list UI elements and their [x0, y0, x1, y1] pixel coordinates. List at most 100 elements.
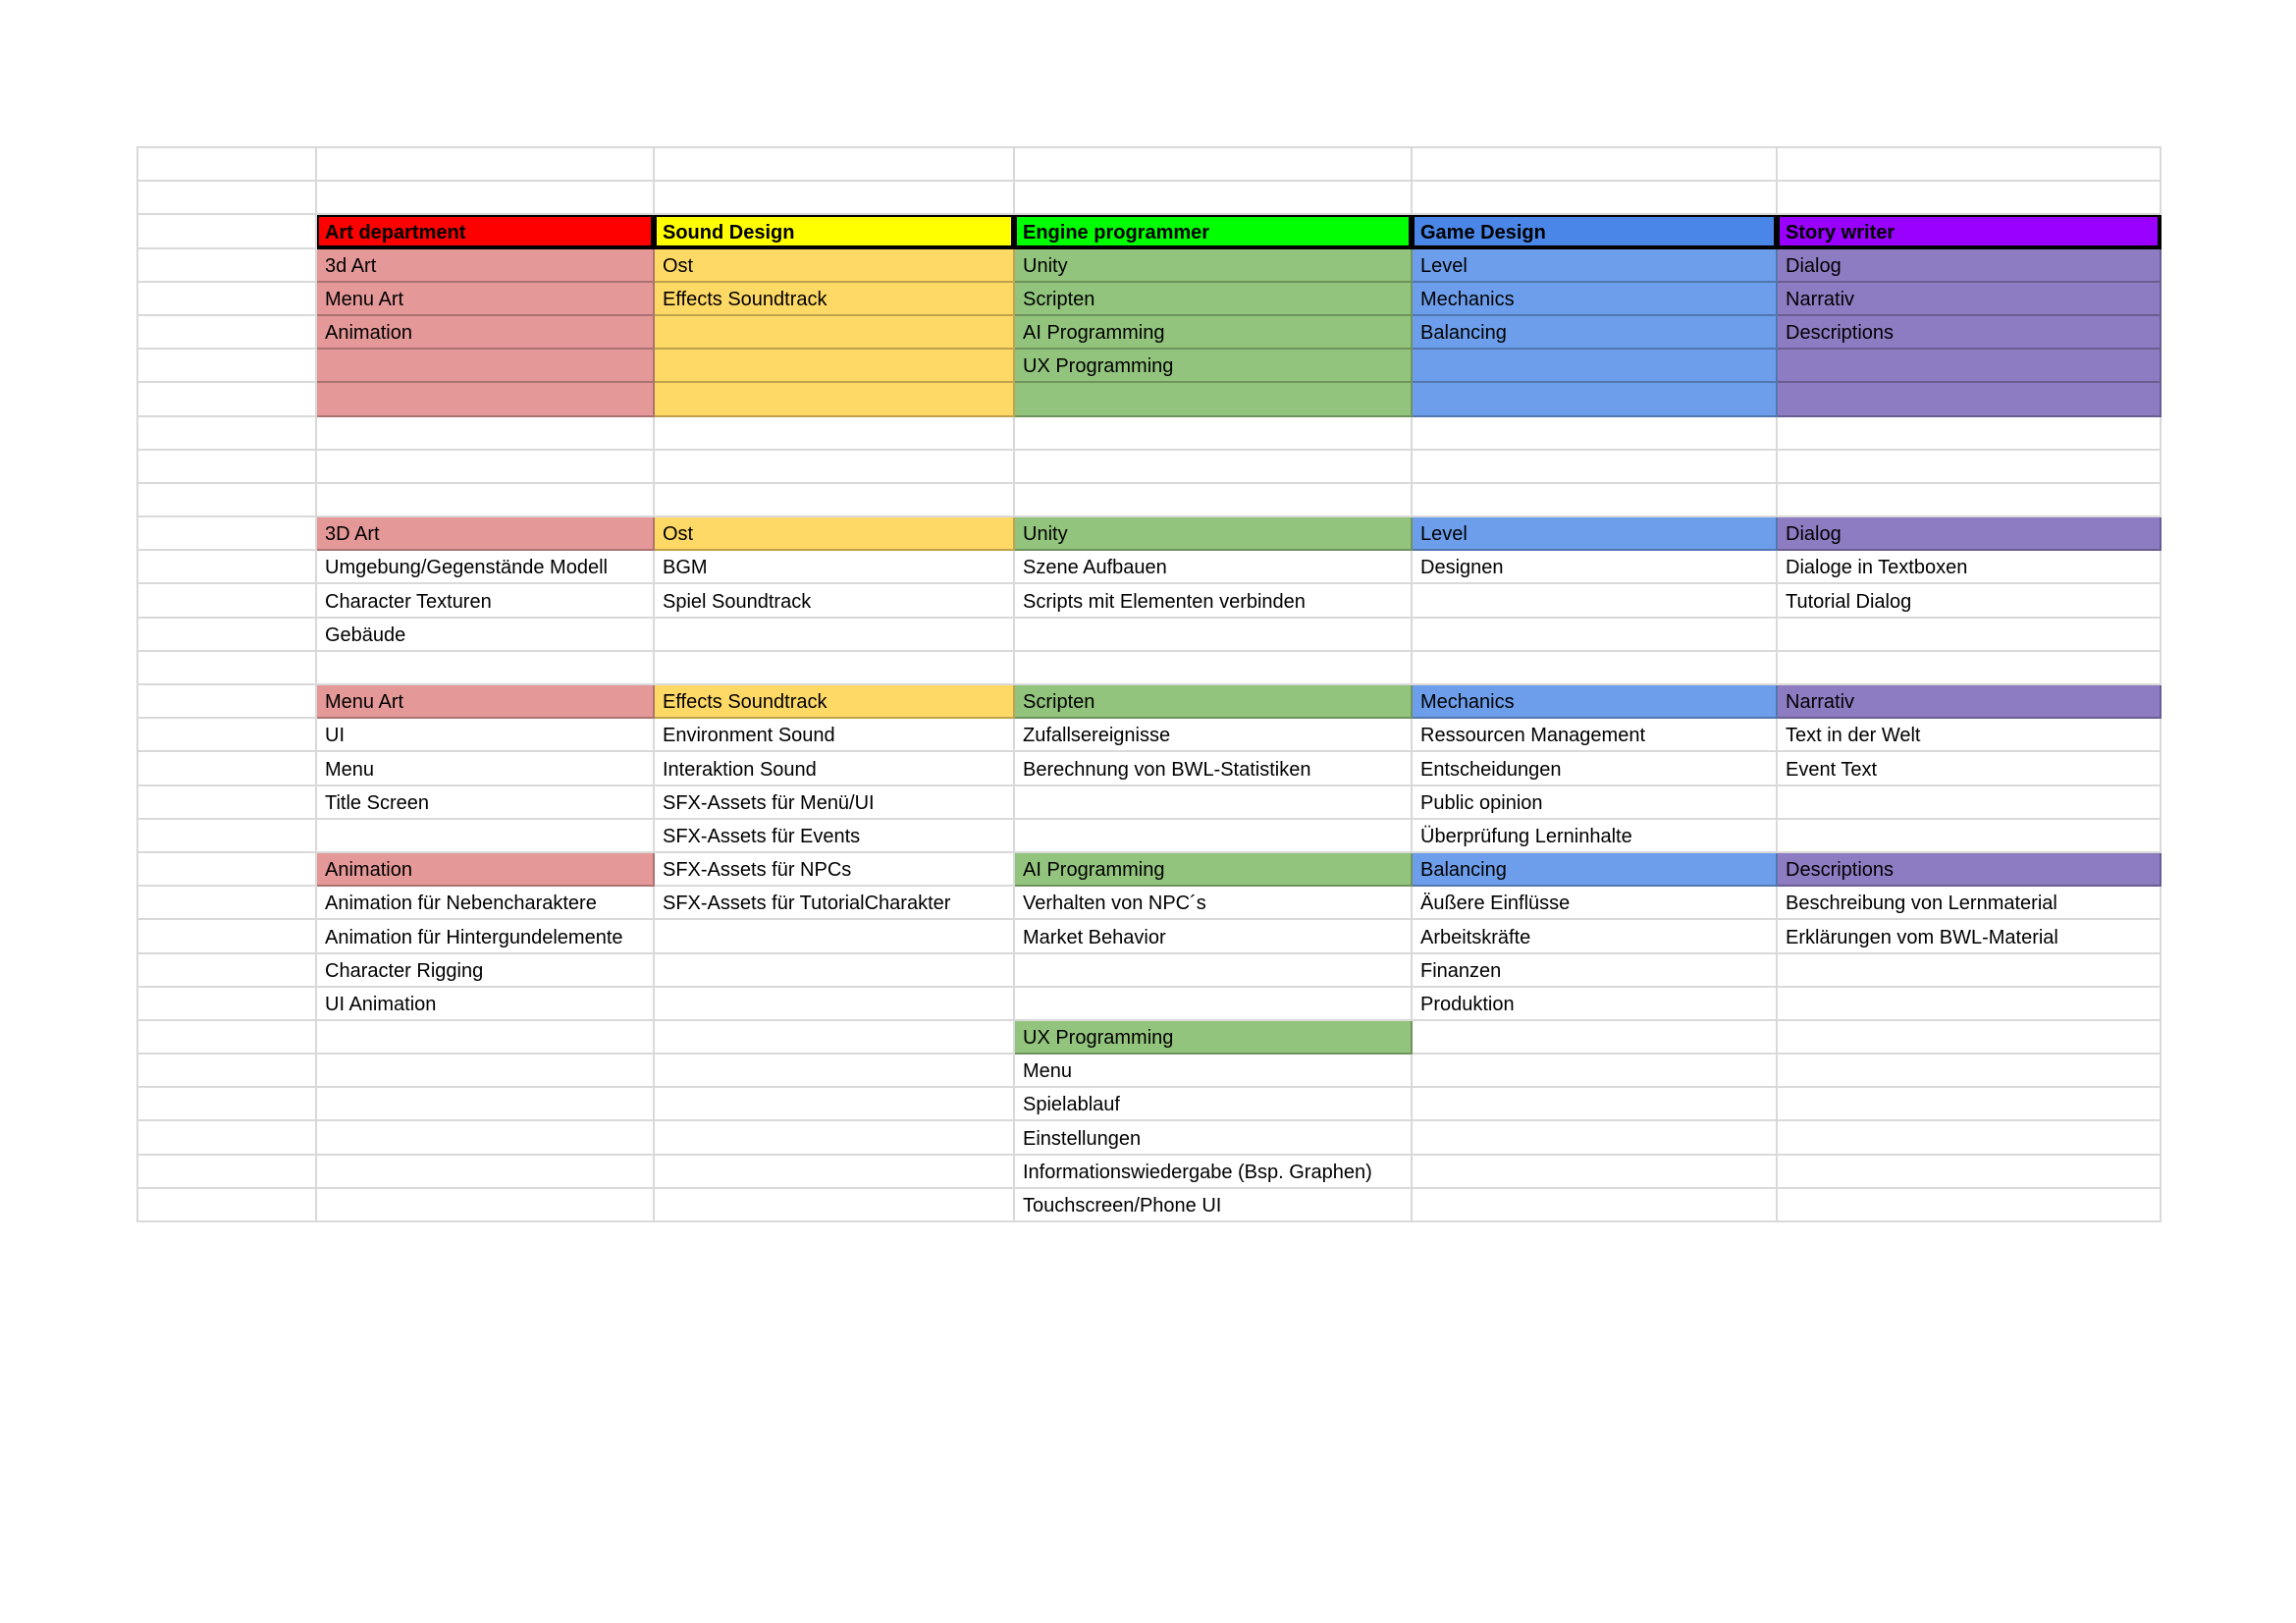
cell[interactable]: Erklärungen vom BWL-Material: [1778, 920, 2162, 954]
cell[interactable]: [138, 651, 317, 685]
cell[interactable]: [1778, 148, 2162, 183]
cell[interactable]: [138, 350, 317, 384]
cell[interactable]: UI: [317, 719, 655, 753]
cell[interactable]: Spiel Soundtrack: [655, 584, 1015, 619]
cell[interactable]: [138, 752, 317, 786]
cell[interactable]: [1778, 651, 2162, 685]
cell[interactable]: Berechnung von BWL-Statistiken: [1015, 752, 1413, 786]
cell[interactable]: [138, 551, 317, 585]
cell[interactable]: [1778, 1188, 2162, 1222]
cell[interactable]: [317, 819, 655, 853]
cell[interactable]: Level: [1413, 517, 1778, 552]
cell[interactable]: [138, 416, 317, 451]
cell[interactable]: Entscheidungen: [1413, 752, 1778, 786]
cell[interactable]: UI Animation: [317, 987, 655, 1021]
cell[interactable]: [1778, 987, 2162, 1021]
cell[interactable]: [317, 651, 655, 685]
cell[interactable]: Unity: [1015, 517, 1413, 552]
cell[interactable]: Title Screen: [317, 785, 655, 820]
cell[interactable]: Informationswiedergabe (Bsp. Graphen): [1015, 1155, 1413, 1189]
cell[interactable]: Dialog: [1778, 248, 2162, 283]
cell[interactable]: [1413, 450, 1778, 484]
cell[interactable]: [1413, 1155, 1778, 1189]
cell[interactable]: [138, 182, 317, 216]
cell[interactable]: [138, 1188, 317, 1222]
cell[interactable]: SFX-Assets für TutorialCharakter: [655, 887, 1015, 921]
column-header-cell[interactable]: Engine programmer: [1015, 215, 1413, 249]
cell[interactable]: Animation: [317, 315, 655, 351]
cell[interactable]: [317, 1088, 655, 1122]
cell[interactable]: Character Texturen: [317, 584, 655, 619]
cell[interactable]: [655, 148, 1015, 183]
cell[interactable]: [138, 785, 317, 820]
cell[interactable]: [138, 819, 317, 853]
cell[interactable]: Animation für Nebencharaktere: [317, 887, 655, 921]
cell[interactable]: Interaktion Sound: [655, 752, 1015, 786]
cell[interactable]: Narrativ: [1778, 282, 2162, 316]
cell[interactable]: [138, 719, 317, 753]
cell[interactable]: [317, 383, 655, 417]
cell[interactable]: [1015, 383, 1413, 417]
cell[interactable]: Tutorial Dialog: [1778, 584, 2162, 619]
cell[interactable]: [655, 987, 1015, 1021]
cell[interactable]: [138, 920, 317, 954]
cell[interactable]: [317, 1121, 655, 1156]
cell[interactable]: [1413, 383, 1778, 417]
cell[interactable]: [138, 1020, 317, 1055]
cell[interactable]: [1413, 483, 1778, 518]
cell[interactable]: Spielablauf: [1015, 1088, 1413, 1122]
cell[interactable]: [317, 350, 655, 384]
cell[interactable]: Scripten: [1015, 282, 1413, 316]
cell[interactable]: [655, 1088, 1015, 1122]
cell[interactable]: [138, 215, 317, 249]
column-header-cell[interactable]: Sound Design: [655, 215, 1015, 249]
cell[interactable]: Ost: [655, 517, 1015, 552]
cell[interactable]: Verhalten von NPC´s: [1015, 887, 1413, 921]
cell[interactable]: [655, 1188, 1015, 1222]
cell[interactable]: [1413, 1055, 1778, 1089]
cell[interactable]: [138, 887, 317, 921]
cell[interactable]: Produktion: [1413, 987, 1778, 1021]
cell[interactable]: [1778, 350, 2162, 384]
cell[interactable]: UX Programming: [1015, 1020, 1413, 1055]
cell[interactable]: Level: [1413, 248, 1778, 283]
cell[interactable]: [317, 450, 655, 484]
cell[interactable]: [1778, 618, 2162, 652]
cell[interactable]: [655, 651, 1015, 685]
cell[interactable]: Arbeitskräfte: [1413, 920, 1778, 954]
cell[interactable]: [1015, 483, 1413, 518]
cell[interactable]: [655, 315, 1015, 351]
cell[interactable]: [1015, 618, 1413, 652]
cell[interactable]: [138, 383, 317, 417]
cell[interactable]: [138, 584, 317, 619]
cell[interactable]: Effects Soundtrack: [655, 282, 1015, 316]
cell[interactable]: [1778, 819, 2162, 853]
cell[interactable]: [1778, 953, 2162, 988]
cell[interactable]: [1778, 1088, 2162, 1122]
cell[interactable]: [1778, 182, 2162, 216]
cell[interactable]: [317, 1155, 655, 1189]
cell[interactable]: Unity: [1015, 248, 1413, 283]
cell[interactable]: [1778, 1155, 2162, 1189]
cell[interactable]: [138, 282, 317, 316]
cell[interactable]: [317, 1020, 655, 1055]
cell[interactable]: [317, 483, 655, 518]
cell[interactable]: [655, 1121, 1015, 1156]
cell[interactable]: Animation: [317, 852, 655, 888]
cell[interactable]: Dialog: [1778, 517, 2162, 552]
cell[interactable]: BGM: [655, 551, 1015, 585]
cell[interactable]: [1413, 1188, 1778, 1222]
cell[interactable]: [1413, 651, 1778, 685]
cell[interactable]: 3d Art: [317, 248, 655, 283]
cell[interactable]: [1778, 1121, 2162, 1156]
cell[interactable]: [655, 350, 1015, 384]
cell[interactable]: Zufallsereignisse: [1015, 719, 1413, 753]
cell[interactable]: [1413, 1020, 1778, 1055]
cell[interactable]: [1015, 953, 1413, 988]
cell[interactable]: [138, 852, 317, 888]
cell[interactable]: Text in der Welt: [1778, 719, 2162, 753]
cell[interactable]: Ressourcen Management: [1413, 719, 1778, 753]
cell[interactable]: [317, 416, 655, 451]
cell[interactable]: [138, 315, 317, 351]
cell[interactable]: Narrativ: [1778, 685, 2162, 720]
